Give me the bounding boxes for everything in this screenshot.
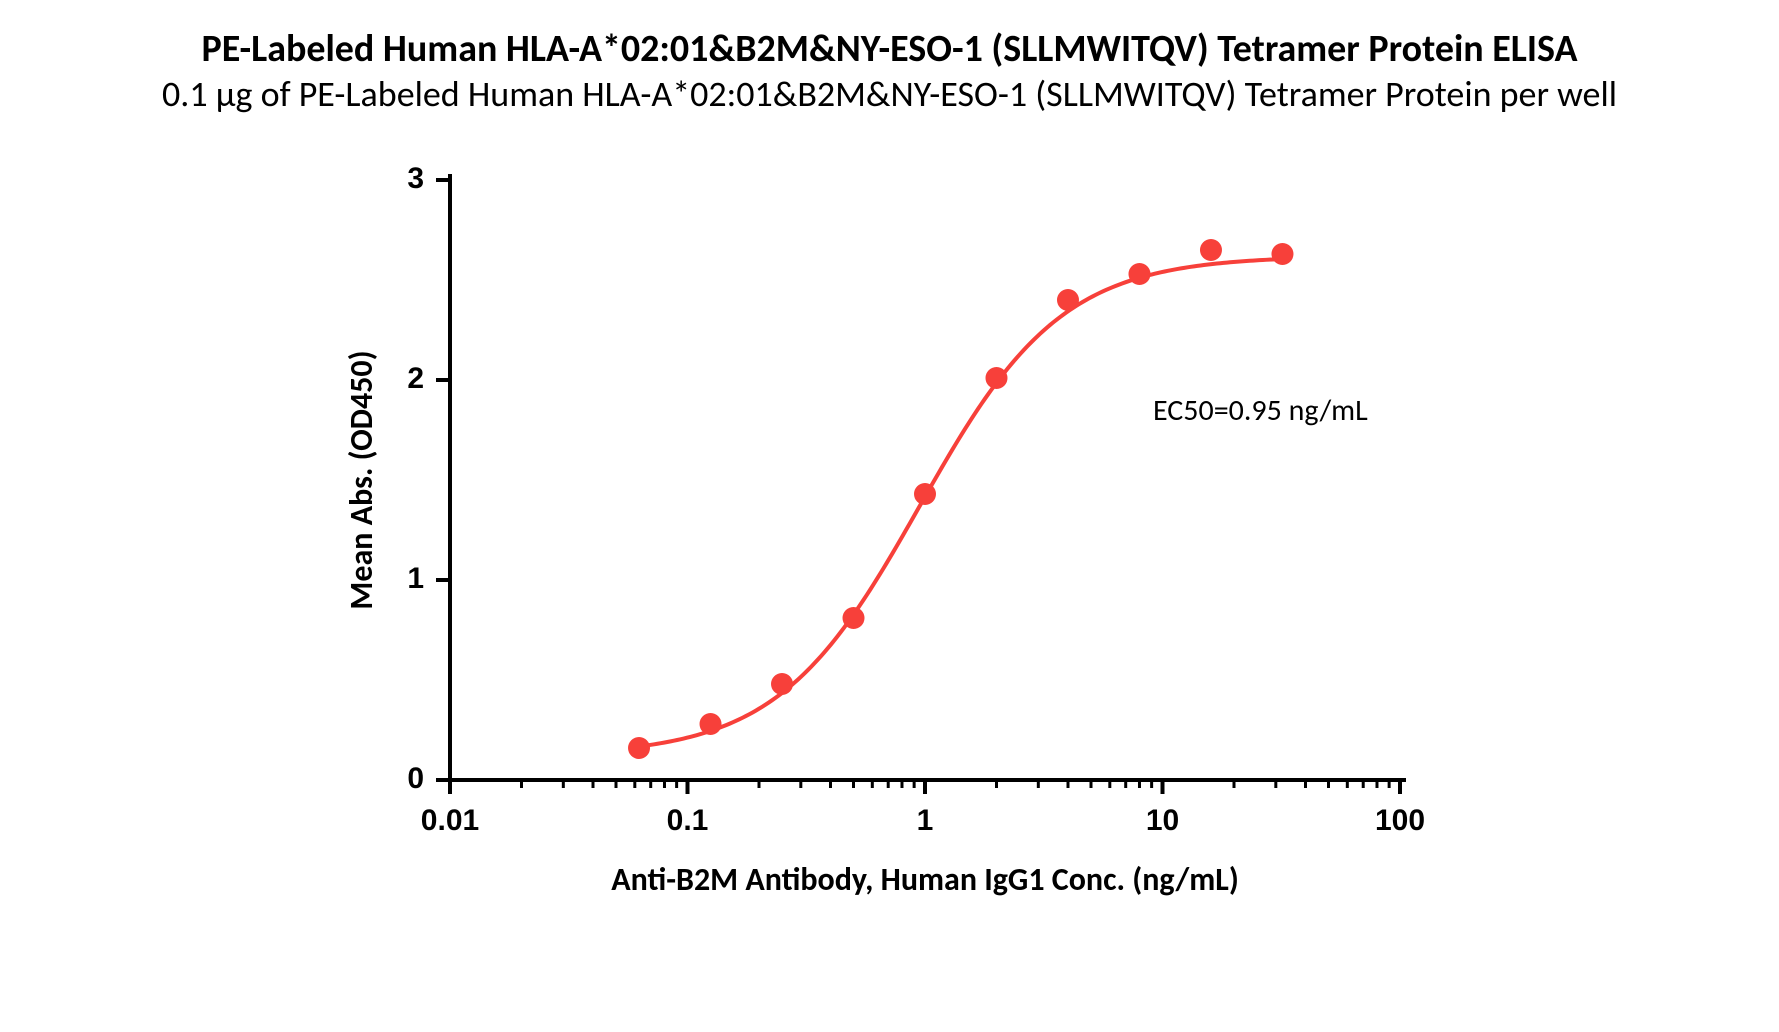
data-point xyxy=(985,367,1007,389)
data-point xyxy=(700,713,722,735)
y-tick-label: 1 xyxy=(407,562,424,595)
chart: 0 1 2 3 0.01 0.1 1 10 100 EC50=0.95 ng/mL Mean Abs… xyxy=(330,150,1480,970)
x-tick-label: 1 xyxy=(917,804,934,837)
x-axis-label: Anti-B2M Antibody, Human IgG1 Conc. (ng/… xyxy=(611,860,1239,899)
data-point xyxy=(1200,239,1222,261)
fit-curve xyxy=(631,259,1285,748)
data-point xyxy=(914,483,936,505)
chart-title: PE-Labeled Human HLA-A*02:01&B2M&NY-ESO-… xyxy=(0,28,1779,72)
chart-subtitle: 0.1 μg of PE-Labeled Human HLA-A*02:01&B… xyxy=(0,74,1779,115)
data-point xyxy=(1271,243,1293,265)
data-point xyxy=(628,737,650,759)
data-point xyxy=(771,673,793,695)
y-tick-label: 0 xyxy=(407,762,424,795)
y-tick-label: 2 xyxy=(407,362,424,395)
y-axis-label: Mean Abs. (OD450) xyxy=(342,350,381,609)
x-tick-label: 0.1 xyxy=(667,804,709,837)
title-block: PE-Labeled Human HLA-A*02:01&B2M&NY-ESO-… xyxy=(0,0,1779,115)
page: PE-Labeled Human HLA-A*02:01&B2M&NY-ESO-… xyxy=(0,0,1779,1032)
chart-svg: 0 1 2 3 0.01 0.1 1 10 100 EC50=0.95 ng/mL Mean Abs… xyxy=(330,150,1480,970)
data-point xyxy=(843,607,865,629)
ec50-annotation: EC50=0.95 ng/mL xyxy=(1153,392,1368,429)
data-point xyxy=(1128,263,1150,285)
data-point xyxy=(1057,289,1079,311)
x-tick-label: 100 xyxy=(1375,804,1425,837)
y-tick-label: 3 xyxy=(407,162,424,195)
x-tick-label: 0.01 xyxy=(421,804,479,837)
x-tick-label: 10 xyxy=(1146,804,1179,837)
